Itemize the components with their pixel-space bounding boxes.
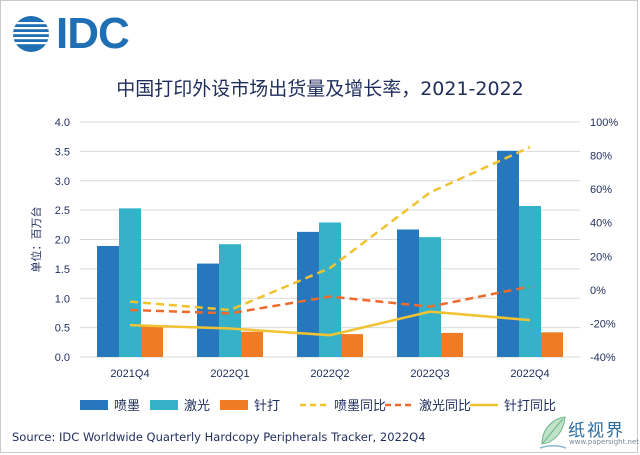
legend-label: 激光同比 <box>419 399 471 414</box>
x-tick-label: 2022Q4 <box>510 368 549 380</box>
y-tick-label: 0.0 <box>55 352 70 364</box>
y2-tick-label: 0% <box>590 285 606 297</box>
bar <box>319 222 341 357</box>
bar <box>397 229 419 357</box>
bar <box>441 332 463 357</box>
globe-icon <box>13 16 49 52</box>
legend-swatch <box>80 400 108 410</box>
legend-layer: 喷墨 激光 针打 喷墨同比 激光同比 针打同比 <box>80 399 556 414</box>
chart-title: 中国打印外设市场出货量及增长率，2021-2022 <box>116 78 524 100</box>
x-tick-label: 2022Q2 <box>310 368 349 380</box>
line-layer <box>129 146 531 337</box>
axis-layer: 0.0 0.5 1.0 1.5 2.0 2.5 3.0 3.5 4.0 -40% -20% 0% 20%… <box>29 117 618 380</box>
y2-tick-label: 40% <box>590 218 612 230</box>
bar <box>241 331 263 357</box>
bar <box>497 150 519 357</box>
x-tick-label: 2021Q4 <box>110 368 149 380</box>
y-tick-label: 4.0 <box>55 117 70 129</box>
leaf-logo-icon <box>539 416 567 449</box>
bar <box>141 326 163 357</box>
legend-label: 喷墨同比 <box>334 399 386 414</box>
y-tick-label: 3.5 <box>55 146 70 158</box>
y-tick-label: 0.5 <box>55 323 70 335</box>
legend-swatch <box>220 400 248 410</box>
legend-label: 针打 <box>254 399 280 414</box>
series-line <box>129 310 531 337</box>
y-tick-label: 2.5 <box>55 205 70 217</box>
idc-logo: IDC <box>12 9 130 58</box>
legend-label: 激光 <box>184 399 210 414</box>
bar <box>297 231 319 357</box>
bar <box>419 237 441 357</box>
legend-swatch <box>150 400 178 410</box>
x-tick-label: 2022Q3 <box>410 368 449 380</box>
y2-tick-label: -40% <box>590 352 616 364</box>
bar <box>341 334 363 357</box>
y2-tick-label: 100% <box>590 117 618 129</box>
bar <box>197 263 219 357</box>
y-tick-label: 1.5 <box>55 264 70 276</box>
logo-text: IDC <box>56 9 130 58</box>
y2-tick-label: 80% <box>590 151 612 163</box>
bar <box>97 245 119 357</box>
bar <box>519 206 541 357</box>
bar <box>541 332 563 357</box>
x-tick-label: 2022Q1 <box>210 368 249 380</box>
y2-tick-label: 60% <box>590 184 612 196</box>
bar <box>119 208 141 357</box>
source-note: Source: IDC Worldwide Quarterly Hardcopy… <box>12 430 426 444</box>
y2-tick-label: 20% <box>590 251 612 263</box>
watermark: 纸视界 www.papersight.net <box>538 414 640 454</box>
y-tick-label: 2.0 <box>55 235 70 247</box>
y2-tick-label: -20% <box>590 318 616 330</box>
series-line <box>129 146 531 312</box>
series-line <box>129 285 531 315</box>
y-axis-label: 单位：百万台 <box>29 207 43 273</box>
watermark-cn: 纸视界 <box>568 421 625 441</box>
legend-label: 喷墨 <box>114 399 140 414</box>
y-tick-label: 3.0 <box>55 176 70 188</box>
watermark-en: www.papersight.net <box>569 438 640 446</box>
legend-label: 针打同比 <box>504 399 556 414</box>
y-tick-label: 1.0 <box>55 293 70 305</box>
bar <box>219 244 241 357</box>
bar-layer <box>97 150 563 357</box>
